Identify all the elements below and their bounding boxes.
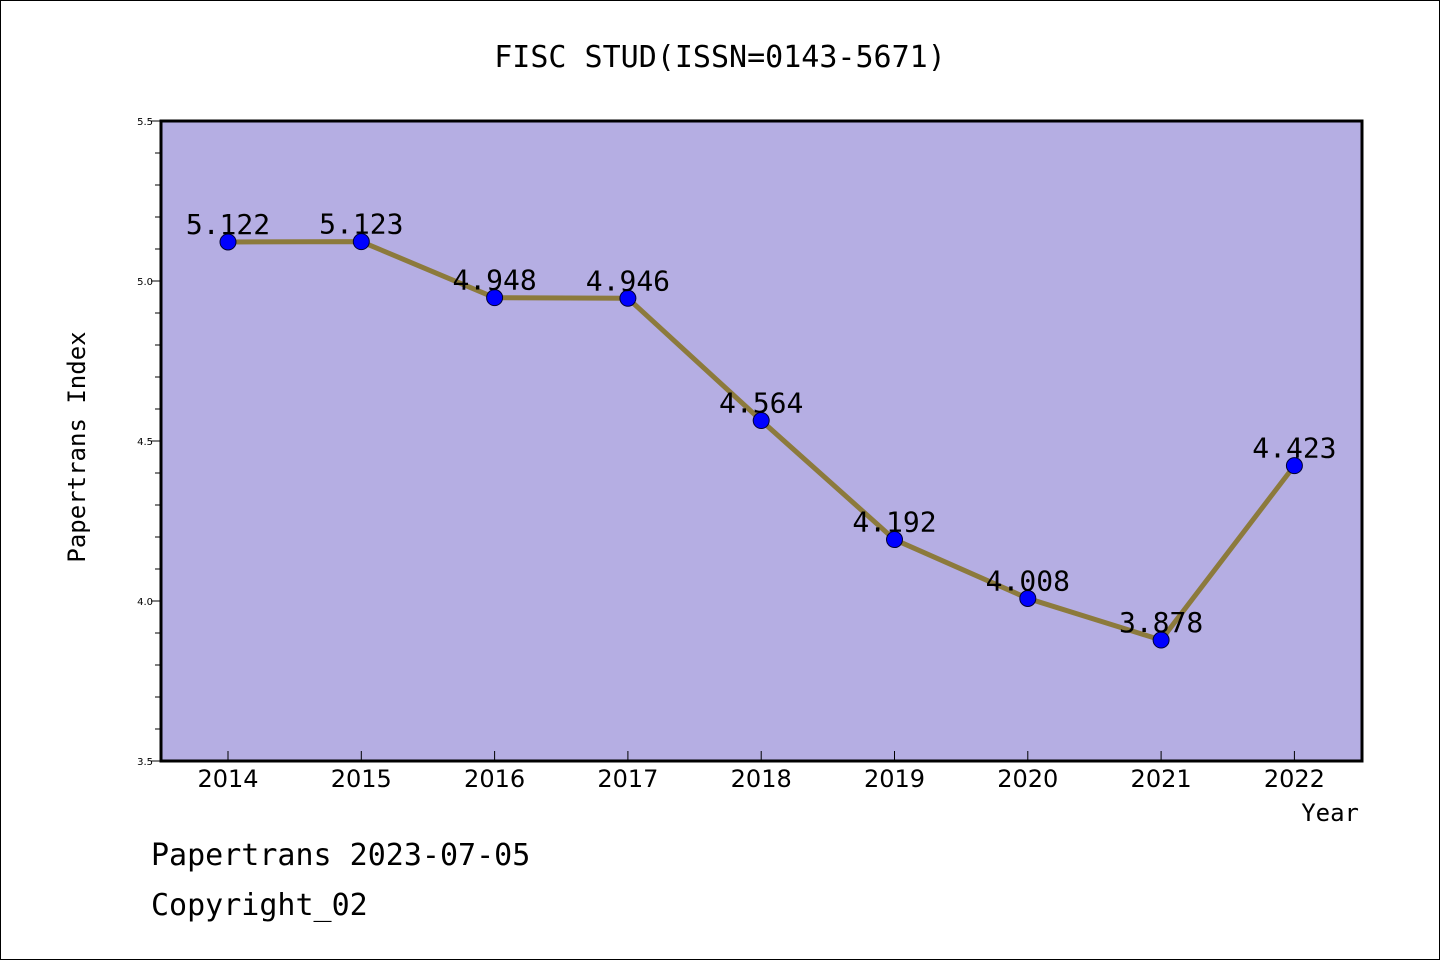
- y-axis: 3.5 4.0 4.5 5.0 5.5: [137, 117, 161, 768]
- data-label: 5.123: [319, 208, 403, 241]
- y-tick-label: 5.0: [137, 277, 153, 288]
- x-tick-label: 2016: [464, 765, 525, 793]
- x-tick-label: 2020: [997, 765, 1058, 793]
- x-tick-label: 2022: [1264, 765, 1325, 793]
- series-papertrans-index: 5.122 5.123 4.948 4.946 4.564 4.192 4.008 3.878…: [186, 208, 1337, 649]
- data-point: [619, 289, 637, 307]
- data-point: [1152, 631, 1170, 649]
- x-tick-label: 2017: [597, 765, 658, 793]
- data-point: [752, 412, 770, 430]
- x-tick-label: 2018: [731, 765, 792, 793]
- x-axis-label: Year: [1301, 799, 1359, 827]
- plot-area: [159, 119, 1364, 763]
- data-label: 5.122: [186, 208, 270, 241]
- data-point: [1019, 589, 1037, 607]
- x-tick-label: 2015: [331, 765, 392, 793]
- data-label: 3.878: [1119, 606, 1203, 639]
- y-axis-label: Papertrans Index: [63, 331, 91, 562]
- data-label: 4.948: [452, 264, 536, 297]
- x-tick-label: 2014: [197, 765, 258, 793]
- data-point: [486, 289, 504, 307]
- data-point: [1285, 457, 1303, 475]
- data-label: 4.008: [986, 564, 1070, 597]
- y-tick-label: 5.5: [137, 117, 153, 128]
- data-label: 4.192: [852, 506, 936, 539]
- data-point: [886, 531, 903, 549]
- y-tick-label: 4.0: [137, 597, 153, 608]
- x-axis: 2014 2015 2016 2017 2018 2019 2020 2021 2022: [197, 751, 1325, 793]
- x-tick-label: 2019: [864, 765, 925, 793]
- data-point: [352, 233, 370, 251]
- chart-title: FISC STUD(ISSN=0143-5671): [494, 40, 946, 75]
- footer-copyright: Copyright_02: [151, 888, 368, 923]
- data-label: 4.564: [719, 387, 803, 420]
- data-label: 4.946: [586, 264, 670, 297]
- y-tick-label: 4.5: [137, 437, 153, 448]
- x-tick-label: 2021: [1131, 765, 1192, 793]
- footer-date: Papertrans 2023-07-05: [151, 838, 530, 873]
- y-tick-label: 3.5: [137, 757, 153, 768]
- data-label: 4.423: [1252, 432, 1336, 465]
- data-point: [219, 233, 237, 251]
